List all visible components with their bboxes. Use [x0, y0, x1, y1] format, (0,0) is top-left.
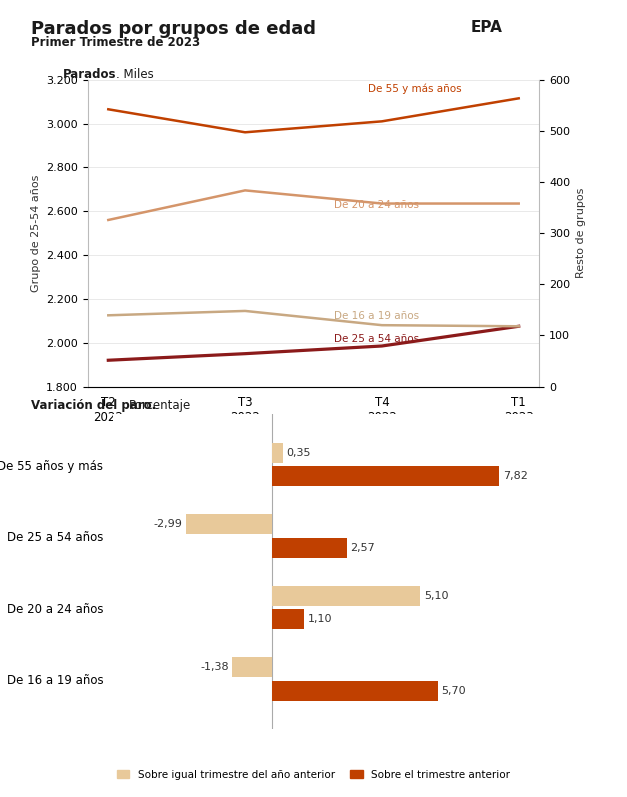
Bar [272, 466, 499, 486]
Text: De 20 a 24 años: De 20 a 24 años [334, 200, 419, 210]
Text: 0,35: 0,35 [286, 448, 310, 457]
Text: 1,10: 1,10 [308, 614, 332, 624]
Bar [272, 586, 420, 606]
Text: Variación del paro.: Variación del paro. [31, 398, 157, 411]
Bar [272, 442, 283, 463]
Bar [272, 610, 304, 630]
Text: -2,99: -2,99 [153, 520, 182, 529]
Bar [233, 658, 272, 677]
Y-axis label: Grupo de 25-54 años: Grupo de 25-54 años [31, 175, 41, 292]
Text: Parados por grupos de edad: Parados por grupos de edad [31, 20, 317, 38]
Text: Porcentaje: Porcentaje [129, 398, 191, 411]
Bar [272, 681, 438, 701]
Text: 2,57: 2,57 [350, 543, 375, 553]
Bar [272, 538, 347, 558]
Text: . Miles: . Miles [116, 68, 154, 80]
Text: 5,10: 5,10 [424, 591, 448, 601]
Legend: Sobre igual trimestre del año anterior, Sobre el trimestre anterior: Sobre igual trimestre del año anterior, … [113, 765, 514, 783]
Y-axis label: Resto de grupos: Resto de grupos [576, 188, 586, 278]
Text: Parados: Parados [63, 68, 116, 80]
Text: -1,38: -1,38 [200, 662, 229, 673]
Text: De 55 y más años: De 55 y más años [368, 84, 462, 94]
Text: 7,82: 7,82 [503, 471, 527, 481]
Text: De 25 a 54 años: De 25 a 54 años [334, 334, 419, 344]
Text: 5,70: 5,70 [441, 686, 466, 696]
Text: EPA: EPA [470, 20, 502, 35]
Bar [186, 514, 272, 534]
Text: De 16 a 19 años: De 16 a 19 años [334, 311, 419, 320]
Text: Primer Trimestre de 2023: Primer Trimestre de 2023 [31, 36, 201, 49]
